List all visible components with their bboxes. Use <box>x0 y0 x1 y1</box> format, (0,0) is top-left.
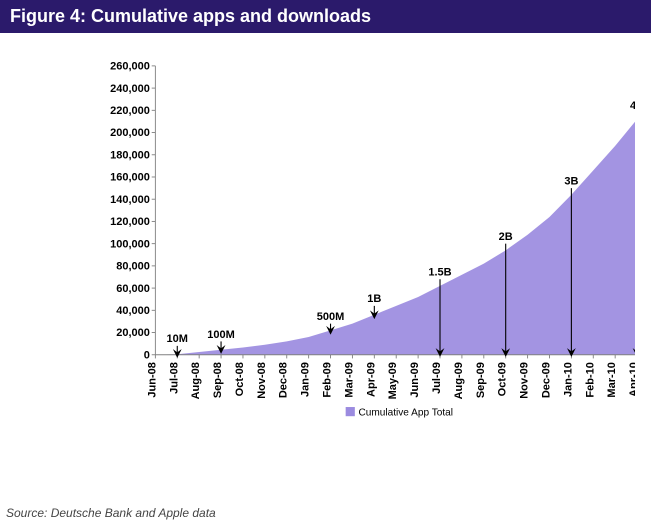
y-tick-label: 140,000 <box>110 194 150 206</box>
annotation-label: 3B <box>564 175 578 187</box>
y-tick-label: 20,000 <box>116 327 150 339</box>
x-tick-label: Jun-09 <box>409 362 421 397</box>
x-tick-label: Dec-08 <box>278 362 290 398</box>
x-tick-label: Oct-09 <box>497 362 509 396</box>
annotation-label: 4B <box>630 100 635 112</box>
area-series <box>155 68 635 355</box>
x-tick-label: Aug-09 <box>453 362 465 399</box>
area-chart-svg: 0 20,000 40,000 60,000 80,000 100,000 120,000 1… <box>60 44 635 439</box>
legend-label: Cumulative App Total <box>359 407 454 418</box>
source-text: Source: Deutsche Bank and Apple data <box>6 506 216 520</box>
annotation-label: 2B <box>499 231 513 243</box>
x-tick-label: Sep-09 <box>475 362 487 398</box>
y-tick-label: 80,000 <box>116 261 150 273</box>
y-tick-label: 100,000 <box>110 238 150 250</box>
x-tick-label: Mar-10 <box>606 362 618 397</box>
legend-swatch <box>346 407 355 416</box>
annotation-label: 100M <box>207 329 235 341</box>
figure-container: Figure 4: Cumulative apps and downloads … <box>0 0 651 524</box>
y-tick-label: 200,000 <box>110 127 150 139</box>
y-tick-label: 40,000 <box>116 305 150 317</box>
annotation-label: 1.5B <box>428 267 451 279</box>
x-tick-label: Nov-08 <box>256 362 268 399</box>
y-tick-label: 220,000 <box>110 105 150 117</box>
x-tick-label: Jan-09 <box>300 362 312 397</box>
figure-title: Figure 4: Cumulative apps and downloads <box>0 0 651 33</box>
x-tick-label: Aug-08 <box>190 362 202 399</box>
annotation-label: 1B <box>367 293 381 305</box>
x-tick-label: Nov-09 <box>519 362 531 399</box>
y-tick-label: 240,000 <box>110 83 150 95</box>
x-tick-label: Mar-09 <box>343 362 355 397</box>
x-tick-label: Feb-09 <box>322 362 334 397</box>
y-tick-label: 60,000 <box>116 283 150 295</box>
x-tick-label: Dec-09 <box>540 362 552 398</box>
x-tick-label: Apr-10 <box>628 362 635 397</box>
y-tick-label: 260,000 <box>110 61 150 73</box>
x-tick-label: Jun-08 <box>146 362 158 397</box>
x-tick-label: Feb-10 <box>584 362 596 397</box>
y-tick-label: 160,000 <box>110 172 150 184</box>
y-tick-label: 120,000 <box>110 216 150 228</box>
x-tick-label: Apr-09 <box>365 362 377 397</box>
y-tick-label: 180,000 <box>110 149 150 161</box>
y-tick-label: 0 <box>144 349 150 361</box>
x-tick-label: May-09 <box>387 362 399 399</box>
annotation-label: 10M <box>167 333 188 345</box>
x-tick-label: Jan-10 <box>562 362 574 397</box>
chart-area: 0 20,000 40,000 60,000 80,000 100,000 120,000 1… <box>60 44 635 439</box>
x-tick-label: Jul-08 <box>168 362 180 394</box>
x-tick-label: Jul-09 <box>431 362 443 394</box>
x-tick-label: Oct-08 <box>234 362 246 396</box>
x-tick-label: Sep-08 <box>212 362 224 398</box>
annotation-label: 500M <box>317 311 345 323</box>
